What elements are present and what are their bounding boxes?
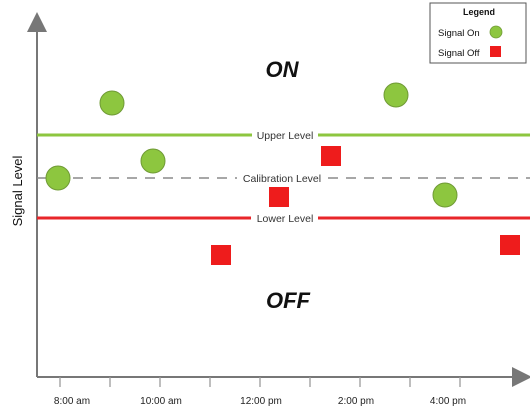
x-tick-label-2pm: 2:00 pm	[338, 396, 374, 407]
signal-on-marker	[99, 90, 125, 116]
x-tick-label-12pm: 12:00 pm	[240, 396, 282, 407]
signal-on-marker	[45, 165, 71, 191]
signal-on-marker	[432, 182, 458, 208]
lower-level-label: Lower Level	[257, 213, 314, 225]
legend-signal-on-marker	[489, 25, 503, 39]
legend-signal-off-marker	[490, 46, 501, 57]
signal-off-marker	[500, 235, 520, 255]
upper-level-label: Upper Level	[257, 130, 314, 142]
x-tick-label-10am: 10:00 am	[140, 396, 182, 407]
x-tick-label-4pm: 4:00 pm	[430, 396, 466, 407]
x-tick-label-8am: 8:00 am	[54, 396, 90, 407]
legend-signal-off-label: Signal Off	[438, 48, 480, 59]
legend-signal-on-label: Signal On	[438, 28, 480, 39]
off-region-label: OFF	[266, 288, 311, 313]
legend-title: Legend	[463, 7, 495, 17]
legend-box	[429, 2, 527, 64]
signal-off-marker	[211, 245, 231, 265]
signal-off-marker	[321, 146, 341, 166]
on-region-label: ON	[266, 57, 300, 82]
signal-on-marker	[140, 148, 166, 174]
y-axis-label: Signal Level	[10, 155, 25, 226]
signal-on-marker	[383, 82, 409, 108]
calibration-level-label: Calibration Level	[243, 173, 321, 185]
legend: Legend Signal On Signal Off	[429, 2, 527, 64]
signal-off-marker	[269, 187, 289, 207]
